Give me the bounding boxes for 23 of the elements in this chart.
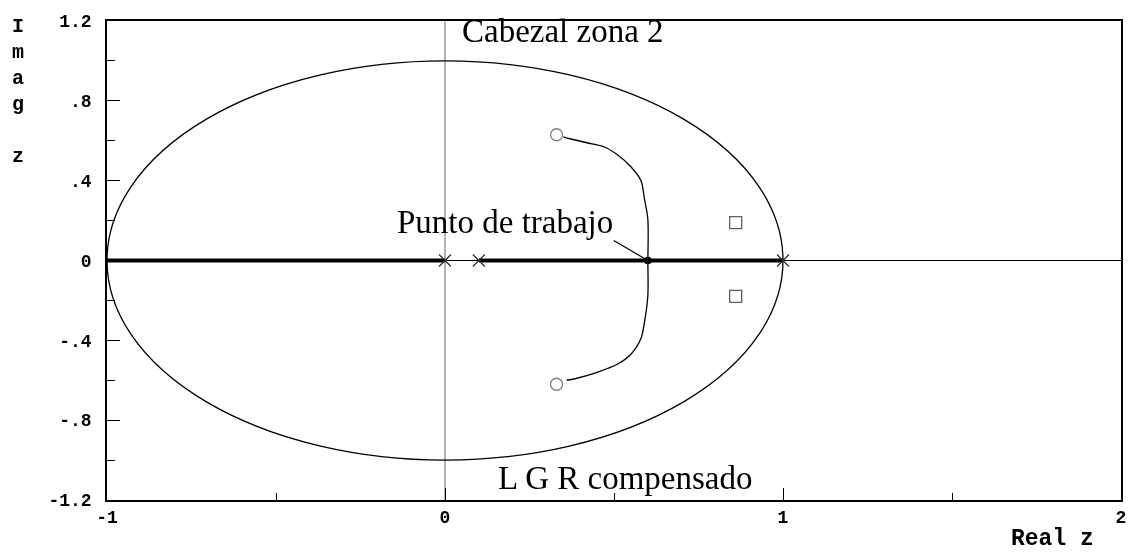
- y-tick-label: -1.2: [48, 491, 92, 512]
- x-axis-title: Real z: [1011, 526, 1094, 552]
- text: L G R compensado: [498, 460, 753, 496]
- text: Imag z: [12, 15, 25, 168]
- point: [729, 289, 743, 304]
- x-tick-label: 2: [1115, 508, 1127, 529]
- point: [776, 253, 790, 268]
- x-tick-label: 1: [777, 508, 789, 529]
- point: [472, 253, 486, 268]
- y-tick-label: -.8: [59, 411, 92, 432]
- x-tick-label: 0: [439, 508, 451, 529]
- point: [549, 128, 564, 142]
- annotation: Punto de trabajo: [397, 204, 614, 240]
- point: [729, 215, 743, 230]
- y-tick-label: 0: [80, 251, 92, 272]
- y-tick-label: 1.2: [59, 12, 92, 33]
- y-tick-label: -.4: [59, 331, 92, 352]
- point: [549, 377, 564, 391]
- y-tick-label: .8: [70, 92, 92, 113]
- x-tick-label: -1: [96, 508, 118, 529]
- point: [438, 253, 452, 268]
- y-tick-label: .4: [70, 171, 92, 192]
- point: [643, 256, 652, 265]
